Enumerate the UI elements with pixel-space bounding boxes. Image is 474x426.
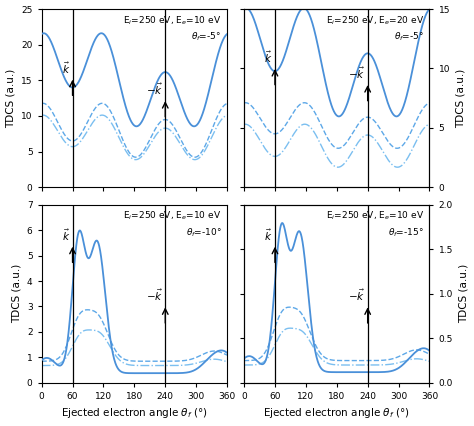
Text: E$_i$=250 eV, E$_e$=10 eV
$\theta_f$=-15°: E$_i$=250 eV, E$_e$=10 eV $\theta_f$=-15…	[326, 210, 424, 239]
Text: $-\vec{k}$: $-\vec{k}$	[146, 82, 163, 97]
Text: E$_i$=250 eV, E$_e$=10 eV
$\theta_f$=-10°: E$_i$=250 eV, E$_e$=10 eV $\theta_f$=-10…	[123, 210, 221, 239]
Text: $-\vec{k}$: $-\vec{k}$	[146, 288, 163, 303]
Y-axis label: TDCS (a.u.): TDCS (a.u.)	[456, 69, 465, 128]
X-axis label: Ejected electron angle $\theta_f$ (°): Ejected electron angle $\theta_f$ (°)	[264, 406, 410, 420]
Y-axis label: TDCS (a.u.): TDCS (a.u.)	[11, 264, 21, 323]
Text: $\vec{k}$: $\vec{k}$	[264, 49, 273, 65]
Text: $-\vec{k}$: $-\vec{k}$	[348, 66, 365, 81]
Text: $-\vec{k}$: $-\vec{k}$	[348, 288, 365, 303]
Text: $\vec{k}$: $\vec{k}$	[264, 227, 273, 243]
Text: E$_i$=250 eV, E$_e$=10 eV
$\theta_f$=-5°: E$_i$=250 eV, E$_e$=10 eV $\theta_f$=-5°	[123, 14, 221, 43]
Text: $\vec{k}$: $\vec{k}$	[62, 60, 70, 76]
Text: $\vec{k}$: $\vec{k}$	[62, 227, 70, 243]
Text: E$_i$=250 eV, E$_e$=20 eV
$\theta_f$=-5°: E$_i$=250 eV, E$_e$=20 eV $\theta_f$=-5°	[326, 14, 424, 43]
Y-axis label: TDCS (a.u.): TDCS (a.u.)	[458, 264, 468, 323]
X-axis label: Ejected electron angle $\theta_f$ (°): Ejected electron angle $\theta_f$ (°)	[61, 406, 208, 420]
Y-axis label: TDCS (a.u.): TDCS (a.u.)	[6, 69, 16, 128]
